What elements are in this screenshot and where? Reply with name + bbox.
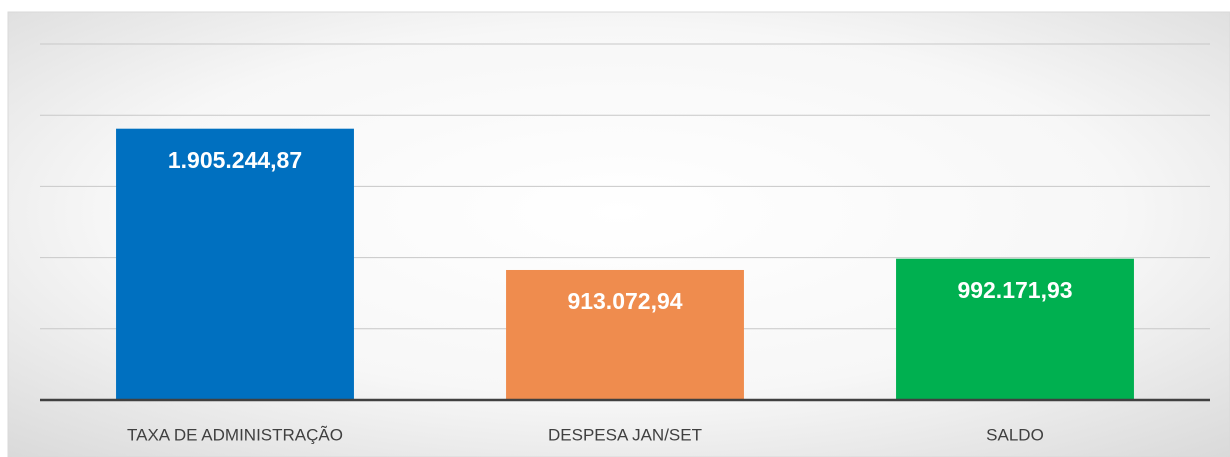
bar (116, 128, 354, 401)
bar (896, 258, 1134, 400)
bar (506, 269, 744, 400)
value-label: 1.905.244,87 (168, 147, 302, 173)
value-label: 913.072,94 (567, 288, 682, 314)
value-label: 992.171,93 (957, 277, 1072, 303)
x-tick-label: SALDO (986, 425, 1044, 444)
x-tick-label: DESPESA JAN/SET (548, 425, 702, 444)
x-tick-label: TAXA DE ADMINISTRAÇÃO (127, 425, 343, 444)
